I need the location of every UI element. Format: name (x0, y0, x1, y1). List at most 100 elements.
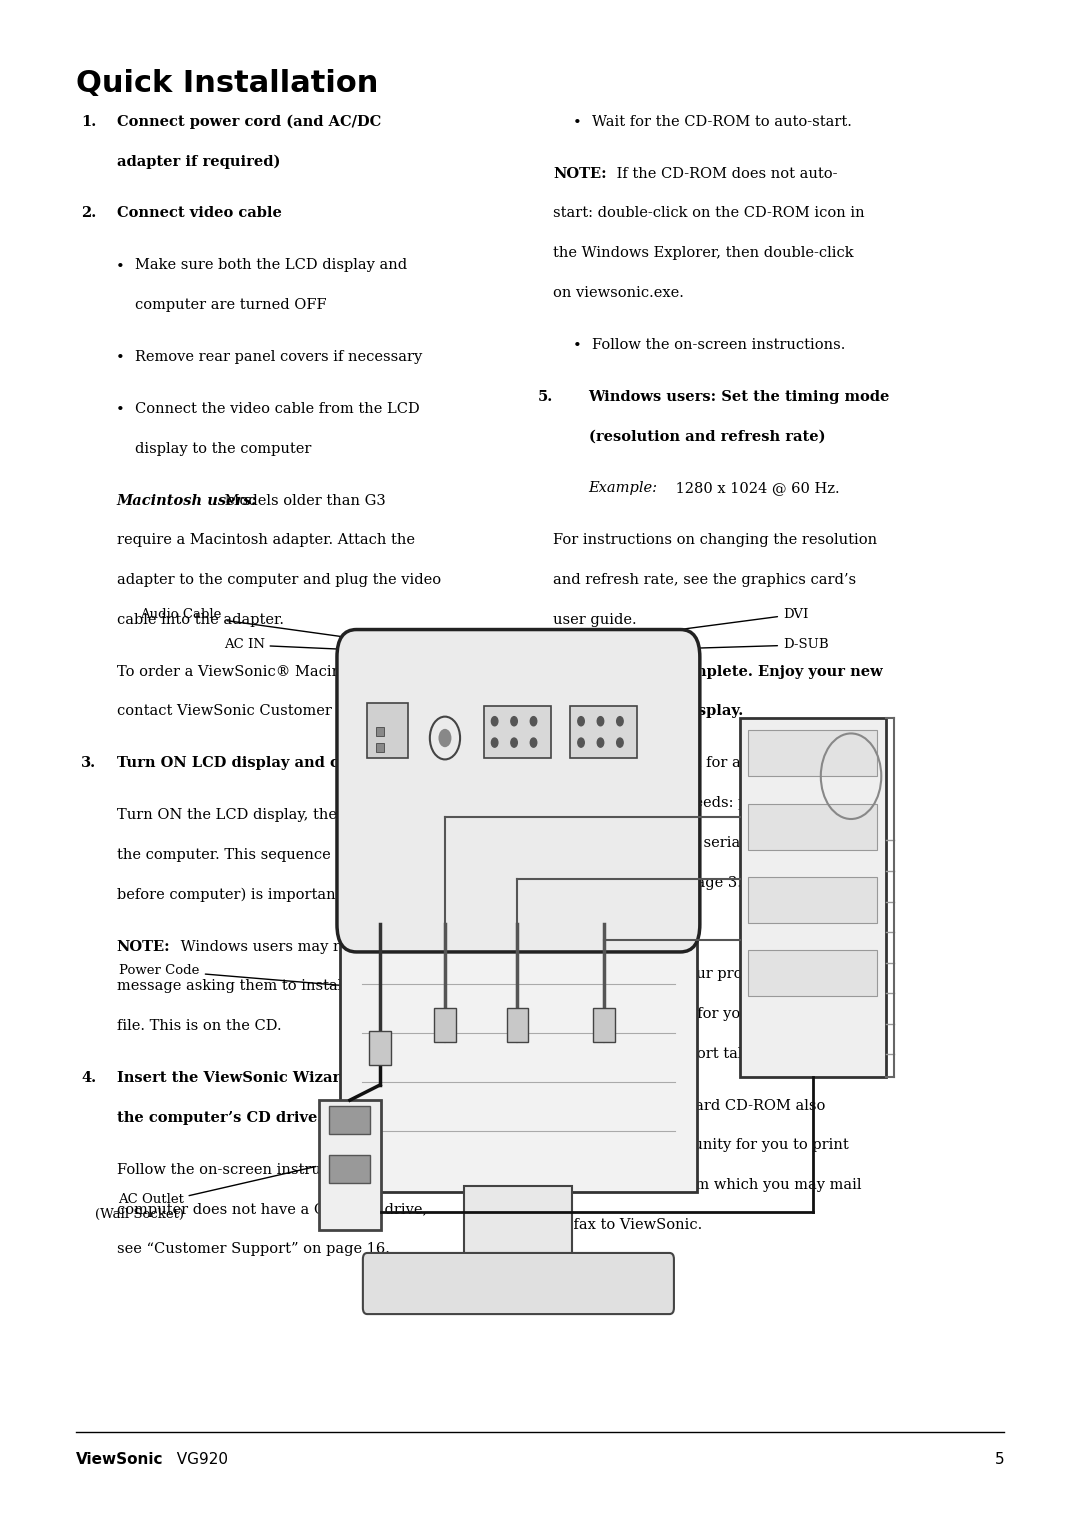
Text: You can register your product online at the: You can register your product online at … (553, 967, 874, 981)
Text: 3.: 3. (81, 756, 96, 770)
Text: computer does not have a CD-ROM drive,: computer does not have a CD-ROM drive, (117, 1203, 427, 1216)
Bar (369, 1031, 391, 1065)
Text: the registration form which you may mail: the registration form which you may mail (553, 1178, 862, 1192)
Text: 1.: 1. (81, 115, 96, 128)
Text: ViewSonic website for your region. See: ViewSonic website for your region. See (553, 1007, 846, 1021)
Text: ViewSonic LCD display.: ViewSonic LCD display. (553, 704, 743, 718)
Circle shape (530, 717, 537, 726)
Text: D-SUB: D-SUB (607, 639, 828, 651)
Text: To order a ViewSonic® Macintosh adapter,: To order a ViewSonic® Macintosh adapter, (117, 665, 438, 678)
Text: NOTE:: NOTE: (553, 167, 607, 180)
Text: 1280 x 1024 @ 60 Hz.: 1280 x 1024 @ 60 Hz. (671, 481, 839, 495)
Bar (740, 718, 886, 1077)
Text: and refresh rate, see the graphics card’s: and refresh rate, see the graphics card’… (553, 573, 856, 587)
Text: Follow the on-screen instructions. If your: Follow the on-screen instructions. If yo… (117, 1163, 424, 1177)
Bar (367, 703, 408, 758)
Text: Windows users: Set the timing mode: Windows users: Set the timing mode (589, 390, 890, 403)
Text: before computer) is important.: before computer) is important. (117, 888, 346, 902)
Circle shape (578, 738, 584, 747)
Text: Connect power cord (and AC/DC: Connect power cord (and AC/DC (117, 115, 381, 128)
Text: Turn ON the LCD display, then turn ON: Turn ON the LCD display, then turn ON (117, 808, 413, 822)
Text: Example:: Example: (589, 481, 658, 495)
FancyBboxPatch shape (337, 630, 700, 952)
Bar (464, 1186, 572, 1265)
Text: LCD display.): LCD display.) (553, 915, 651, 929)
Text: adapter if required): adapter if required) (117, 154, 280, 168)
Text: 5: 5 (995, 1452, 1004, 1467)
Text: ViewSonic: ViewSonic (76, 1452, 163, 1467)
Bar (593, 1008, 615, 1042)
Bar (329, 1106, 370, 1134)
Text: cable into the adapter.: cable into the adapter. (117, 613, 284, 626)
Bar (329, 1155, 370, 1183)
Text: 4.: 4. (81, 1071, 96, 1085)
Text: For instructions on changing the resolution: For instructions on changing the resolut… (553, 533, 877, 547)
Bar (319, 1100, 381, 1230)
Text: see “Customer Support” on page 16.: see “Customer Support” on page 16. (117, 1242, 390, 1256)
Text: •: • (572, 339, 581, 353)
Text: message asking them to install the INF: message asking them to install the INF (117, 979, 408, 993)
Text: AC Outlet
(Wall Socket): AC Outlet (Wall Socket) (95, 1166, 315, 1221)
Circle shape (491, 738, 498, 747)
Circle shape (491, 717, 498, 726)
Circle shape (578, 717, 584, 726)
Text: To be best prepared for any future: To be best prepared for any future (553, 756, 809, 770)
Text: start: double-click on the CD-ROM icon in: start: double-click on the CD-ROM icon i… (553, 206, 865, 220)
Text: Connect the video cable from the LCD: Connect the video cable from the LCD (135, 402, 420, 416)
Text: computer are turned OFF: computer are turned OFF (135, 298, 326, 312)
Text: •: • (116, 403, 124, 417)
Text: customer service needs: print this user: customer service needs: print this user (553, 796, 845, 810)
Text: (resolution and refresh rate): (resolution and refresh rate) (589, 429, 825, 443)
Text: adapter to the computer and plug the video: adapter to the computer and plug the vid… (117, 573, 441, 587)
Circle shape (617, 717, 623, 726)
Circle shape (597, 717, 604, 726)
Text: 2.: 2. (81, 206, 96, 220)
Bar (748, 950, 877, 996)
Text: guide and write the serial number in “For: guide and write the serial number in “Fo… (553, 836, 863, 850)
Text: AC IN: AC IN (224, 639, 377, 651)
Circle shape (597, 738, 604, 747)
Bar (434, 1008, 456, 1042)
Text: or fax to ViewSonic.: or fax to ViewSonic. (553, 1218, 702, 1232)
Text: •: • (116, 260, 124, 274)
Bar (376, 727, 384, 736)
Text: user guide.: user guide. (553, 613, 636, 626)
Bar (570, 706, 637, 758)
Bar (376, 743, 384, 752)
Text: Make sure both the LCD display and: Make sure both the LCD display and (135, 258, 407, 272)
Text: Power Code: Power Code (120, 964, 377, 989)
Bar (748, 804, 877, 850)
Text: If the CD-ROM does not auto-: If the CD-ROM does not auto- (612, 167, 838, 180)
Circle shape (617, 738, 623, 747)
Text: the computer. This sequence (LCD display: the computer. This sequence (LCD display (117, 848, 431, 862)
Text: file. This is on the CD.: file. This is on the CD. (117, 1019, 281, 1033)
Text: VG920: VG920 (167, 1452, 228, 1467)
Circle shape (511, 738, 517, 747)
Text: •: • (116, 351, 124, 365)
Text: require a Macintosh adapter. Attach the: require a Macintosh adapter. Attach the (117, 533, 415, 547)
Text: •: • (572, 116, 581, 130)
Text: display to the computer: display to the computer (135, 442, 311, 455)
Text: Wait for the CD-ROM to auto-start.: Wait for the CD-ROM to auto-start. (592, 115, 852, 128)
Text: Windows users may receive a: Windows users may receive a (176, 940, 401, 953)
Text: contact ViewSonic Customer Support.: contact ViewSonic Customer Support. (117, 704, 401, 718)
Text: Follow the on-screen instructions.: Follow the on-screen instructions. (592, 338, 846, 351)
Text: NOTE:: NOTE: (117, 940, 171, 953)
Text: the Customer Support table in this guide.: the Customer Support table in this guide… (553, 1047, 863, 1060)
Text: Remove rear panel covers if necessary: Remove rear panel covers if necessary (135, 350, 422, 364)
Circle shape (438, 729, 451, 747)
Bar (748, 730, 877, 776)
Text: 5.: 5. (538, 390, 553, 403)
Text: Macintosh users:: Macintosh users: (117, 494, 257, 507)
FancyBboxPatch shape (363, 1253, 674, 1314)
Text: Models older than G3: Models older than G3 (220, 494, 386, 507)
Text: DVI: DVI (521, 608, 808, 651)
Text: Your Records” on page 3. (See back of: Your Records” on page 3. (See back of (553, 876, 838, 889)
Text: Insert the ViewSonic Wizard CD into: Insert the ViewSonic Wizard CD into (117, 1071, 417, 1085)
Text: provides an opportunity for you to print: provides an opportunity for you to print (553, 1138, 849, 1152)
Bar (507, 1008, 528, 1042)
Text: The ViewSonic Wizard CD-ROM also: The ViewSonic Wizard CD-ROM also (553, 1099, 825, 1112)
Text: Installation is complete. Enjoy your new: Installation is complete. Enjoy your new (553, 665, 882, 678)
Circle shape (511, 717, 517, 726)
Bar (340, 920, 697, 1192)
